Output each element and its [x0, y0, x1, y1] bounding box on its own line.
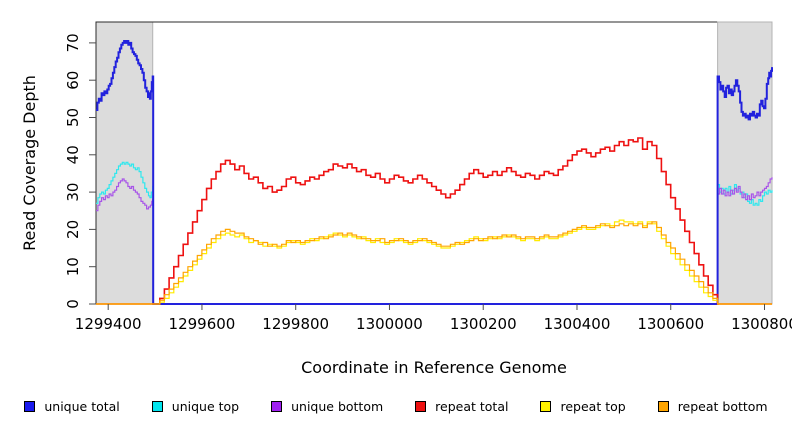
x-tick-label: 1299600	[169, 315, 236, 333]
line-unique-total	[96, 40, 773, 305]
legend-item-repeat-bottom: repeat bottom	[657, 398, 768, 414]
legend-swatch-unique-bottom	[271, 400, 283, 412]
y-tick-label: 70	[64, 33, 82, 52]
legend-swatch-repeat-total	[415, 400, 427, 412]
plot-svg: 1299400 1299600 1299800 1300000 1300200 13004…	[20, 21, 792, 377]
legend: unique total unique top unique bottom repea…	[0, 394, 792, 418]
x-tick-label: 1300800	[731, 315, 792, 333]
x-tick-label: 1299400	[75, 315, 142, 333]
y-tick-label: 20	[64, 220, 82, 239]
x-tick-label: 1300400	[544, 315, 611, 333]
x-axis-title: Coordinate in Reference Genome	[301, 358, 567, 377]
legend-label: unique total	[44, 398, 120, 414]
y-axis-title: Read Coverage Depth	[20, 75, 39, 251]
legend-item-repeat-total: repeat total	[415, 399, 508, 414]
y-tick-label: 0	[64, 299, 82, 309]
masked-region-right	[717, 21, 773, 305]
line-unique-top	[96, 161, 773, 305]
legend-label: unique bottom	[291, 398, 384, 414]
legend-label: repeat top	[560, 398, 626, 414]
y-tick-label: 10	[64, 257, 82, 276]
line-repeat-bottom	[96, 221, 772, 305]
legend-label: repeat bottom	[677, 398, 768, 414]
legend-swatch-unique-top	[151, 400, 163, 412]
y-tick-label: 30	[64, 183, 82, 202]
chart-layers: 1299400 1299600 1299800 1300000 1300200 13004…	[64, 21, 792, 333]
x-tick-label: 1300200	[450, 315, 517, 333]
legend-swatch-repeat-bottom	[657, 400, 669, 412]
x-tick-label: 1300600	[637, 315, 704, 333]
legend-item-unique-bottom: unique bottom	[271, 399, 383, 414]
line-repeat-top	[96, 219, 772, 305]
legend-swatch-unique-total	[24, 400, 36, 412]
legend-label: unique top	[171, 398, 240, 414]
legend-item-unique-total: unique total	[24, 398, 120, 414]
line-repeat-total	[96, 137, 772, 305]
legend-item-unique-top: unique top	[151, 398, 240, 414]
y-tick-label: 50	[64, 108, 82, 127]
legend-item-repeat-top: repeat top	[540, 398, 626, 414]
y-tick-label: 60	[64, 71, 82, 90]
y-tick-label: 40	[64, 145, 82, 164]
legend-swatch-repeat-top	[540, 400, 552, 412]
x-tick-label: 1300000	[356, 315, 423, 333]
legend-label: repeat total	[435, 398, 509, 414]
x-tick-label: 1299800	[262, 315, 329, 333]
